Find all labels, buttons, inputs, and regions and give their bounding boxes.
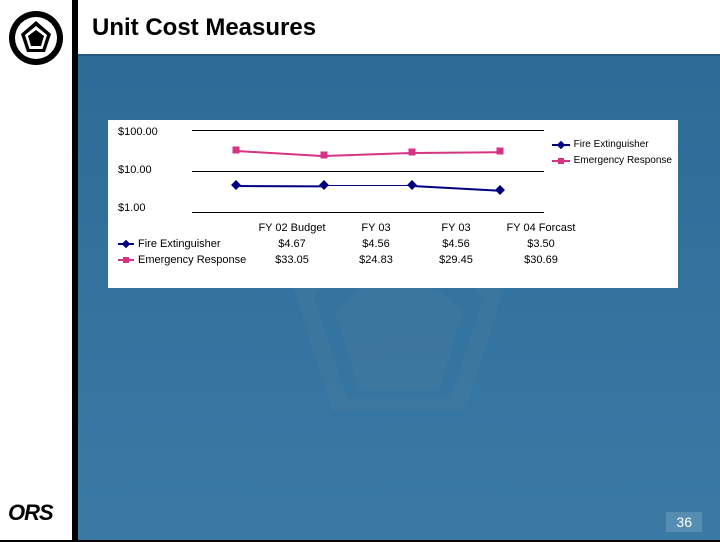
legend-item: .legend-row:nth-child(2) .legend-swatch-… [552,154,672,168]
data-table: FY 02 Budget FY 03 FY 03 FY 04 Forcast .… [108,220,678,284]
column-header: FY 03 [416,220,496,236]
legend: .legend-row:nth-child(1) .legend-swatch-… [552,138,672,170]
title-bar: Unit Cost Measures [78,0,720,56]
column-header: FY 04 Forcast [496,220,586,236]
table-cell: $24.83 [336,252,416,268]
column-header: FY 02 Budget [248,220,336,236]
slide-body: Unit Cost Measures $100.00 $10.00 $1.00 [78,0,720,540]
table-cell: $33.05 [248,252,336,268]
nih-seal-icon [8,10,64,66]
row-label: .table-grid .row-label:nth-of-type(11) .… [118,252,248,268]
table-cell: $4.56 [416,236,496,252]
legend-label: Fire Extinguisher [574,138,649,152]
row-label: .table-grid .row-label:nth-of-type(6) .s… [118,236,248,252]
page-number: 36 [666,512,702,532]
series-segment [236,150,324,157]
legend-swatch-icon: .legend-row:nth-child(1) .legend-swatch-… [552,144,570,146]
chart-card: $100.00 $10.00 $1.00 .legend-row:nth-chi… [108,120,678,288]
page-title: Unit Cost Measures [92,14,706,42]
data-point [497,148,504,155]
table-cell: $4.67 [248,236,336,252]
table-cell: $30.69 [496,252,586,268]
table-cell: $3.50 [496,236,586,252]
series-swatch-icon: .table-grid .row-label:nth-of-type(11) .… [118,259,134,261]
content-area: $100.00 $10.00 $1.00 .legend-row:nth-chi… [78,56,720,542]
y-tick-label: $100.00 [118,126,158,138]
chart-plot-area: $100.00 $10.00 $1.00 .legend-row:nth-chi… [108,120,678,220]
y-tick-label: $1.00 [118,202,146,214]
table-cell: $4.56 [336,236,416,252]
series-swatch-icon: .table-grid .row-label:nth-of-type(6) .s… [118,243,134,245]
row-label-text: Emergency Response [138,254,246,266]
plot-region [192,130,544,212]
y-tick-label: $10.00 [118,164,152,176]
row-label-text: Fire Extinguisher [138,238,221,250]
series-segment [324,152,412,157]
legend-label: Emergency Response [574,154,672,168]
sidebar: ORS [0,0,72,540]
series-segment [412,151,500,153]
series-segment [236,185,324,187]
column-header: FY 03 [336,220,416,236]
table-cell: $29.45 [416,252,496,268]
ors-logo: ORS [8,500,53,526]
legend-item: .legend-row:nth-child(1) .legend-swatch-… [552,138,672,152]
series-segment [412,185,500,191]
series-segment [324,185,412,187]
data-point [495,185,505,195]
legend-swatch-icon: .legend-row:nth-child(2) .legend-swatch-… [552,160,570,162]
